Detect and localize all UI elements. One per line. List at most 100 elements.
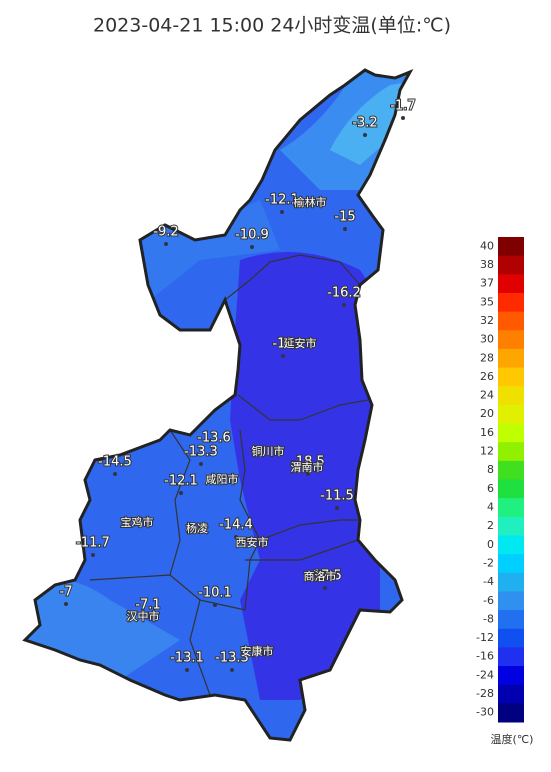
station-dot bbox=[335, 506, 339, 510]
station-dot bbox=[230, 668, 234, 672]
legend-label: -2 bbox=[483, 556, 494, 569]
city-name: 西安市 bbox=[236, 535, 269, 549]
city-name: 渭南市 bbox=[291, 460, 324, 474]
station-value: -11.5 bbox=[320, 489, 354, 504]
station-value: -14.5 bbox=[98, 455, 132, 470]
legend-label: 26 bbox=[480, 370, 494, 383]
legend-swatch bbox=[498, 292, 524, 313]
legend-swatch bbox=[498, 498, 524, 518]
city-name: 商洛市 bbox=[304, 569, 337, 583]
legend-label: 12 bbox=[480, 445, 494, 458]
station-value: -14.4 bbox=[219, 518, 253, 533]
station-value: -11.7 bbox=[76, 536, 110, 551]
station-value: -12.1 bbox=[265, 193, 299, 208]
station-value: -13.3 bbox=[184, 445, 218, 460]
station-dot bbox=[64, 602, 68, 606]
station-dot bbox=[234, 535, 238, 539]
legend-label: 6 bbox=[487, 482, 494, 495]
station-dot bbox=[323, 586, 327, 590]
station-dot bbox=[212, 448, 216, 452]
station-dot bbox=[213, 603, 217, 607]
station-dot bbox=[280, 210, 284, 214]
legend-swatch bbox=[498, 628, 524, 648]
station-value: -3.2 bbox=[352, 116, 377, 131]
station-value: -1.7 bbox=[390, 99, 415, 114]
legend-label: 4 bbox=[487, 500, 494, 513]
legend-label: 20 bbox=[480, 407, 494, 420]
city-name: 杨凌 bbox=[186, 521, 208, 535]
legend-swatch bbox=[498, 591, 524, 611]
title: 2023-04-21 15:00 24小时变温(单位:℃) bbox=[93, 15, 451, 37]
station-dot bbox=[113, 472, 117, 476]
labels: -1.7-3.2-12.1-15-9.2 -10.9-16.2-18-13.6-1… bbox=[59, 98, 417, 672]
station-value: -13.1 bbox=[170, 651, 204, 666]
legend-label: -16 bbox=[476, 650, 494, 663]
legend-label: 35 bbox=[480, 295, 494, 308]
station-dot bbox=[199, 462, 203, 466]
station-value: -16.2 bbox=[327, 286, 361, 301]
station-value: -9.2 bbox=[153, 225, 178, 240]
legend-label: 40 bbox=[480, 239, 494, 252]
legend-label: 30 bbox=[480, 333, 494, 346]
station-value: -13.3 bbox=[215, 651, 249, 666]
legend-swatch bbox=[498, 610, 524, 630]
legend-label: 2 bbox=[487, 519, 494, 532]
station-dot bbox=[185, 668, 189, 672]
station-dot bbox=[146, 615, 150, 619]
legend-swatch bbox=[498, 348, 524, 369]
station-dot bbox=[179, 491, 183, 495]
city-borders bbox=[89, 254, 369, 696]
city-name: 宝鸡市 bbox=[121, 515, 154, 529]
legend-swatch bbox=[498, 516, 524, 536]
station-value: -13.6 bbox=[197, 431, 231, 446]
legend-title: 温度(℃) bbox=[491, 732, 534, 746]
station-value: -18 bbox=[272, 337, 293, 352]
legend-swatch bbox=[498, 479, 524, 499]
station-value: -15 bbox=[334, 210, 355, 225]
city-name: 咸阳市 bbox=[206, 472, 239, 486]
legend-label: 38 bbox=[480, 258, 494, 271]
station-value: -18.5 bbox=[291, 455, 325, 470]
city-name: 安康市 bbox=[241, 644, 274, 658]
station-dot bbox=[343, 227, 347, 231]
legend: 40383735323028262420161286420-2-4-6-8-12… bbox=[476, 237, 524, 723]
legend-label: -6 bbox=[483, 594, 494, 607]
station-value: -12.1 bbox=[164, 474, 198, 489]
legend-swatch bbox=[498, 386, 524, 406]
legend-label: 37 bbox=[480, 277, 494, 290]
legend-label: -4 bbox=[483, 575, 494, 588]
station-value: -7.1 bbox=[135, 598, 160, 613]
legend-swatch bbox=[498, 703, 524, 723]
station-dot bbox=[401, 116, 405, 120]
station-dot bbox=[164, 242, 168, 246]
legend-swatch bbox=[498, 274, 524, 294]
legend-label: 24 bbox=[480, 389, 494, 402]
legend-label: 8 bbox=[487, 463, 494, 476]
legend-swatch bbox=[498, 684, 524, 704]
station-value: -10.1 bbox=[198, 586, 232, 601]
station-dot bbox=[91, 553, 95, 557]
legend-swatch bbox=[498, 572, 524, 592]
legend-swatch bbox=[498, 404, 524, 425]
legend-swatch bbox=[498, 255, 524, 275]
legend-label: 32 bbox=[480, 314, 494, 327]
legend-label: 16 bbox=[480, 426, 494, 439]
legend-label: 28 bbox=[480, 351, 494, 364]
station-dot bbox=[342, 303, 346, 307]
legend-swatch bbox=[498, 237, 524, 257]
legend-swatch bbox=[498, 460, 524, 480]
city-name: 榆林市 bbox=[294, 195, 327, 209]
legend-swatch bbox=[498, 423, 524, 443]
station-dot bbox=[281, 354, 285, 358]
station-value: -10.9 bbox=[235, 228, 269, 243]
station-dot bbox=[306, 472, 310, 476]
city-name: 汉中市 bbox=[127, 609, 160, 623]
legend-label: 0 bbox=[487, 538, 494, 551]
legend-swatch bbox=[498, 535, 524, 555]
city-name: 延安市 bbox=[284, 336, 317, 350]
station-value: -17.5 bbox=[308, 569, 342, 584]
legend-label: -30 bbox=[476, 706, 494, 719]
city-name: 铜川市 bbox=[252, 444, 285, 458]
legend-label: -28 bbox=[476, 687, 494, 700]
